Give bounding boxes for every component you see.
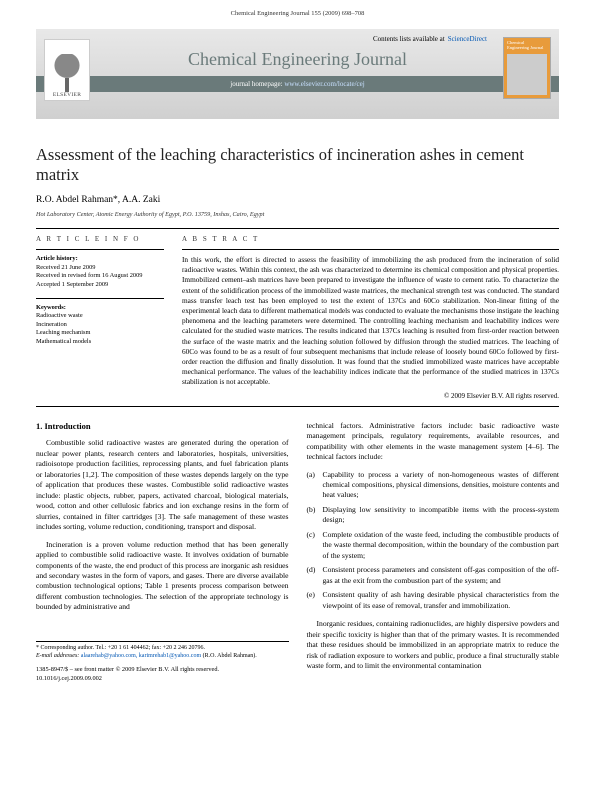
- intro-p2: Incineration is a proven volume reductio…: [36, 540, 289, 613]
- contents-line: Contents lists available at ScienceDirec…: [36, 29, 559, 47]
- factors-list: (a) Capability to process a variety of no…: [307, 470, 560, 612]
- article-info-column: A R T I C L E I N F O Article history: R…: [36, 235, 164, 400]
- list-item: (e) Consistent quality of ash having desi…: [307, 590, 560, 611]
- journal-cover-thumbnail: Chemical Engineering Journal: [503, 37, 551, 99]
- right-column: technical factors. Administrative factor…: [307, 421, 560, 684]
- list-label: (d): [307, 565, 316, 575]
- authors: R.O. Abdel Rahman*, A.A. Zaki: [36, 195, 559, 205]
- keyword: Incineration: [36, 321, 67, 328]
- running-header: Chemical Engineering Journal 155 (2009) …: [0, 0, 595, 21]
- intro-p1: Combustible solid radioactive wastes are…: [36, 438, 289, 532]
- doi-block: 1385-8947/$ – see front matter © 2009 El…: [36, 666, 289, 683]
- intro-p4: Inorganic residues, containing radionucl…: [307, 619, 560, 671]
- abstract-label: A B S T R A C T: [182, 235, 559, 243]
- article-title: Assessment of the leaching characteristi…: [36, 145, 559, 185]
- author-email[interactable]: alaarehab@yahoo.com, karimrehab1@yahoo.c…: [81, 653, 201, 659]
- left-column: 1. Introduction Combustible solid radioa…: [36, 421, 289, 684]
- intro-p3: technical factors. Administrative factor…: [307, 421, 560, 463]
- doi-line: 10.1016/j.cej.2009.09.002: [36, 675, 289, 684]
- article-info-label: A R T I C L E I N F O: [36, 235, 164, 243]
- sciencedirect-link[interactable]: ScienceDirect: [448, 35, 487, 43]
- divider: [36, 228, 559, 229]
- keyword: Radioactive waste: [36, 312, 83, 319]
- history-line: Accepted 1 September 2009: [36, 281, 108, 288]
- divider: [36, 249, 164, 250]
- corresponding-author: * Corresponding author. Tel.: +20 1 61 4…: [36, 645, 289, 653]
- footnotes: * Corresponding author. Tel.: +20 1 61 4…: [36, 641, 289, 661]
- body-columns: 1. Introduction Combustible solid radioa…: [36, 421, 559, 684]
- list-label: (a): [307, 470, 315, 480]
- homepage-prefix: journal homepage:: [230, 80, 282, 88]
- journal-thumb-title: Chemical Engineering Journal: [507, 41, 547, 51]
- elsevier-logo: ELSEVIER: [44, 39, 90, 101]
- divider: [36, 406, 559, 407]
- list-text: Complete oxidation of the waste feed, in…: [323, 530, 560, 560]
- list-text: Consistent process parameters and consis…: [323, 565, 560, 584]
- list-label: (c): [307, 530, 315, 540]
- email-label: E-mail addresses:: [36, 653, 79, 659]
- history-line: Received in revised form 16 August 2009: [36, 272, 143, 279]
- elsevier-logo-text: ELSEVIER: [53, 92, 81, 98]
- list-item: (d) Consistent process parameters and con…: [307, 565, 560, 586]
- contents-prefix: Contents lists available at: [373, 35, 445, 43]
- list-text: Capability to process a variety of non-h…: [323, 470, 560, 500]
- email-tail: (R.O. Abdel Rahman).: [203, 653, 257, 659]
- list-text: Consistent quality of ash having desirab…: [323, 590, 560, 609]
- keywords-block: Keywords: Radioactive waste Incineration…: [36, 304, 164, 347]
- keyword: Mathematical models: [36, 338, 91, 345]
- article-history: Article history: Received 21 June 2009 R…: [36, 255, 164, 290]
- keywords-label: Keywords:: [36, 304, 164, 313]
- history-line: Received 21 June 2009: [36, 264, 95, 271]
- divider: [182, 249, 559, 250]
- journal-name: Chemical Engineering Journal: [36, 47, 559, 76]
- homepage-line: journal homepage: www.elsevier.com/locat…: [36, 76, 559, 92]
- history-label: Article history:: [36, 255, 164, 264]
- keyword: Leaching mechanism: [36, 329, 90, 336]
- abstract-text: In this work, the effort is directed to …: [182, 255, 559, 388]
- divider: [36, 298, 164, 299]
- list-item: (a) Capability to process a variety of no…: [307, 470, 560, 501]
- elsevier-tree-icon: [52, 54, 82, 92]
- list-item: (b) Displaying low sensitivity to incompa…: [307, 505, 560, 526]
- affiliation: Hot Laboratory Center, Atomic Energy Aut…: [36, 211, 559, 218]
- intro-heading: 1. Introduction: [36, 421, 289, 433]
- homepage-link[interactable]: www.elsevier.com/locate/cej: [284, 80, 364, 88]
- list-label: (e): [307, 590, 315, 600]
- list-item: (c) Complete oxidation of the waste feed,…: [307, 530, 560, 561]
- abstract-column: A B S T R A C T In this work, the effort…: [182, 235, 559, 400]
- journal-banner: ELSEVIER Chemical Engineering Journal Co…: [36, 29, 559, 119]
- journal-thumb-image: [507, 54, 547, 95]
- abstract-copyright: © 2009 Elsevier B.V. All rights reserved…: [182, 392, 559, 400]
- list-text: Displaying low sensitivity to incompatib…: [323, 505, 560, 524]
- front-matter-line: 1385-8947/$ – see front matter © 2009 El…: [36, 666, 289, 675]
- email-line: E-mail addresses: alaarehab@yahoo.com, k…: [36, 653, 289, 661]
- list-label: (b): [307, 505, 316, 515]
